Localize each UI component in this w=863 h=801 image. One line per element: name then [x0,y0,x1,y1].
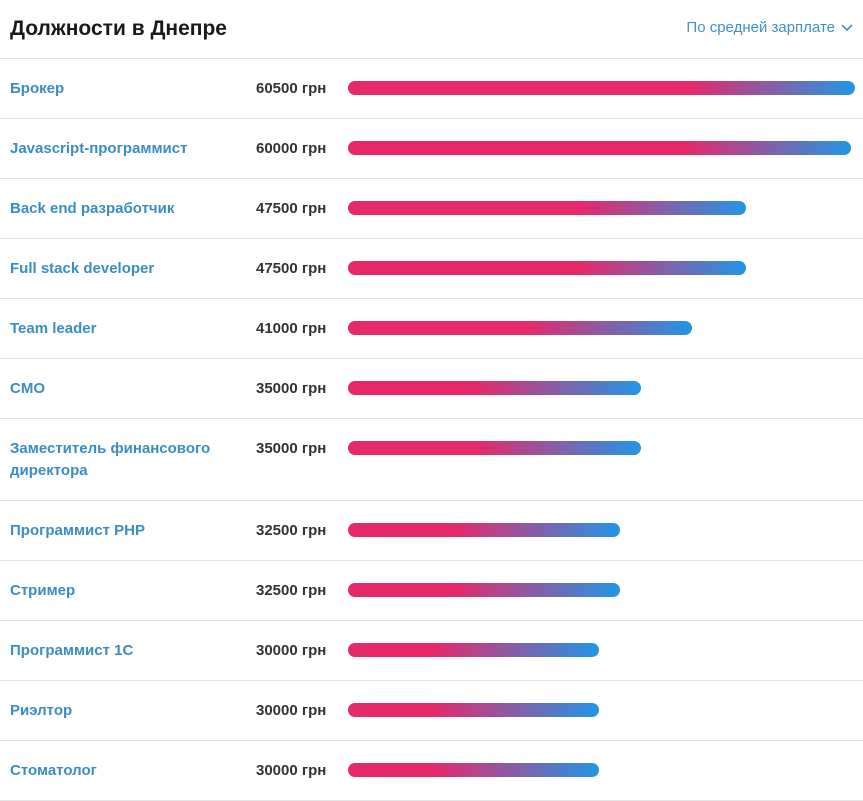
table-row: Back end разработчик 47500 грн [0,179,863,239]
salary-value: 60500 грн [256,80,327,97]
salary-bar [348,81,855,95]
table-row: Full stack developer 47500 грн [0,239,863,299]
table-row: Стоматолог 30000 грн [0,741,863,801]
table-row: Программист PHP 32500 грн [0,501,863,561]
sort-dropdown[interactable]: По средней зарплате [686,18,853,38]
sort-label: По средней зарплате [686,19,835,36]
job-title-link[interactable]: Стоматолог [10,762,97,779]
salary-bar-chart: Брокер 60500 грн Javascript-программист 600… [0,59,863,801]
salary-value: 35000 грн [256,380,327,397]
table-row: Заместитель финансового директора 35000 г… [0,419,863,501]
table-row: Team leader 41000 грн [0,299,863,359]
job-title-link[interactable]: Заместитель финансового директора [10,440,211,479]
table-row: Риэлтор 30000 грн [0,681,863,741]
salary-value: 41000 грн [256,320,327,337]
job-title-link[interactable]: Программист PHP [10,522,145,539]
job-title-link[interactable]: Программист 1С [10,642,134,659]
salary-bar [348,523,620,537]
salary-value: 30000 грн [256,642,327,659]
salary-bar [348,583,620,597]
job-title-link[interactable]: Javascript-программист [10,140,188,157]
salary-bar [348,441,641,455]
salary-value: 47500 грн [256,200,327,217]
salary-bar [348,321,692,335]
job-title-link[interactable]: Back end разработчик [10,200,175,217]
salary-value: 30000 грн [256,762,327,779]
job-title-link[interactable]: Full stack developer [10,260,155,277]
salary-bar [348,381,641,395]
salary-value: 30000 грн [256,702,327,719]
salary-value: 35000 грн [256,440,327,457]
salary-bar [348,763,599,777]
job-title-link[interactable]: Брокер [10,80,65,97]
job-title-link[interactable]: Стример [10,582,76,599]
table-row: Брокер 60500 грн [0,59,863,119]
job-title-link[interactable]: CMO [10,380,45,397]
table-row: Стример 32500 грн [0,561,863,621]
job-title-link[interactable]: Team leader [10,320,97,337]
table-row: Программист 1С 30000 грн [0,621,863,681]
job-title-link[interactable]: Риэлтор [10,702,73,719]
salary-bar [348,703,599,717]
page-title: Должности в Днепре [10,17,227,40]
table-row: CMO 35000 грн [0,359,863,419]
widget-header: Должности в Днепре По средней зарплате [0,0,863,59]
table-row: Javascript-программист 60000 грн [0,119,863,179]
salary-bar [348,201,746,215]
chevron-down-icon [841,24,853,32]
salary-value: 47500 грн [256,260,327,277]
salary-bar [348,261,746,275]
salary-value: 32500 грн [256,582,327,599]
salary-value: 60000 грн [256,140,327,157]
salary-bar [348,141,851,155]
salary-value: 32500 грн [256,522,327,539]
salary-bar [348,643,599,657]
